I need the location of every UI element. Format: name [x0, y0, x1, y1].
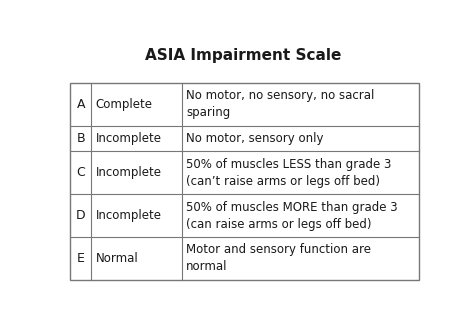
Text: Incomplete: Incomplete [96, 209, 162, 222]
Text: Incomplete: Incomplete [96, 166, 162, 179]
Bar [70, 83, 419, 280]
Text: B: B [76, 132, 85, 145]
Text: Complete: Complete [96, 98, 153, 111]
Text: D: D [76, 209, 85, 222]
Text: Normal: Normal [96, 252, 138, 265]
Text: 50% of muscles LESS than grade 3
(can’t raise arms or legs off bed): 50% of muscles LESS than grade 3 (can’t … [186, 158, 392, 188]
Text: Motor and sensory function are
normal: Motor and sensory function are normal [186, 244, 371, 274]
Text: 50% of muscles MORE than grade 3
(can raise arms or legs off bed): 50% of muscles MORE than grade 3 (can ra… [186, 201, 398, 231]
Text: ASIA Impairment Scale: ASIA Impairment Scale [145, 48, 341, 63]
Text: No motor, sensory only: No motor, sensory only [186, 132, 324, 145]
Text: No motor, no sensory, no sacral
sparing: No motor, no sensory, no sacral sparing [186, 89, 375, 119]
Text: A: A [76, 98, 85, 111]
Text: Incomplete: Incomplete [96, 132, 162, 145]
Text: C: C [76, 166, 85, 179]
Text: E: E [77, 252, 85, 265]
